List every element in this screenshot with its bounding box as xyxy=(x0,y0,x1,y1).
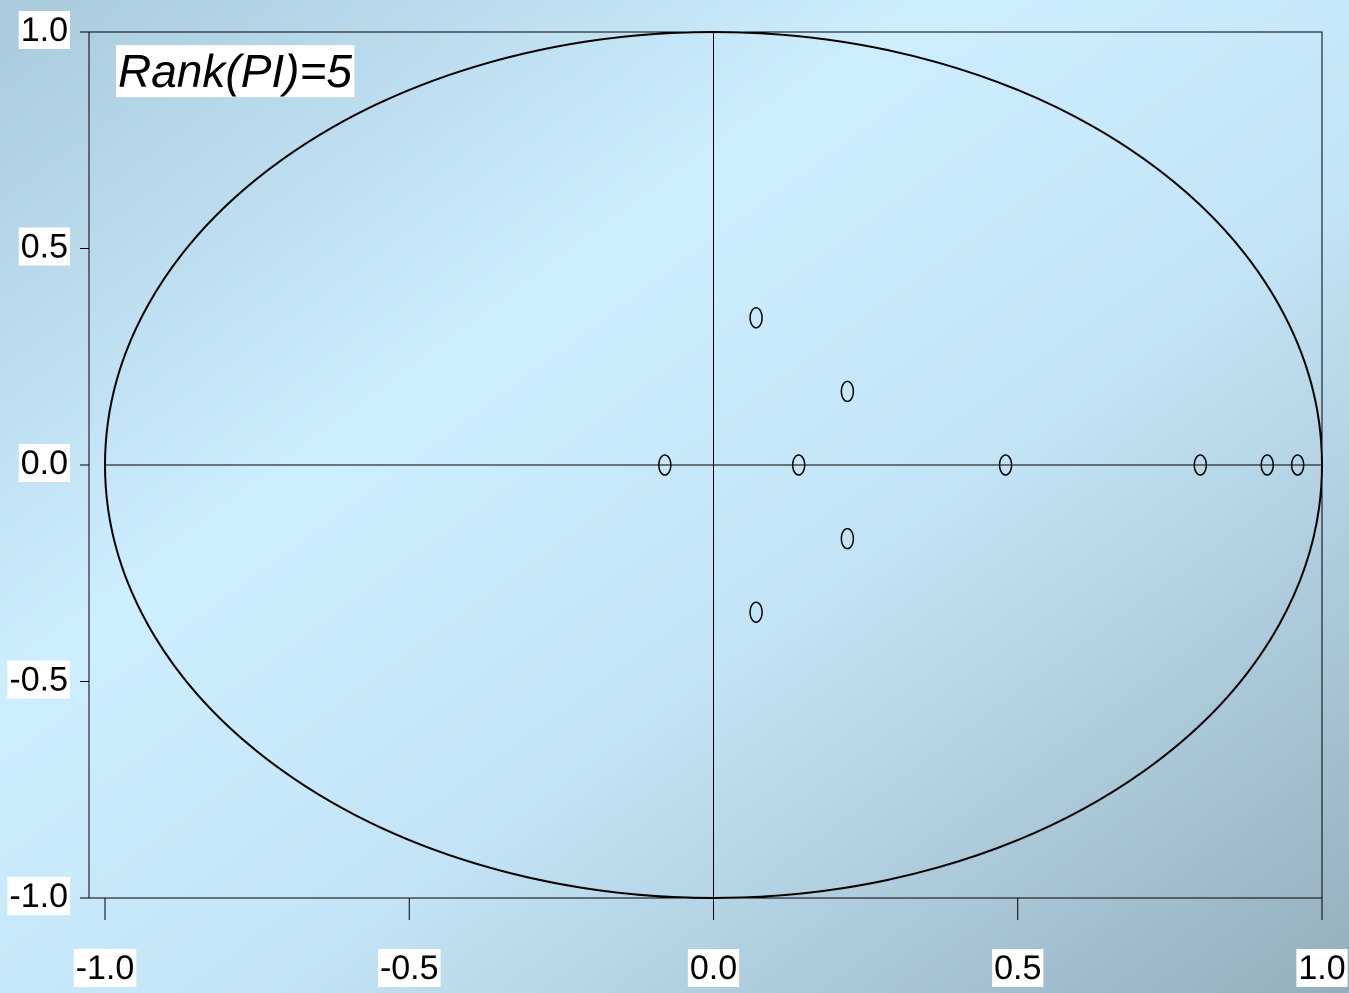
label-background xyxy=(18,443,70,482)
label-background xyxy=(377,948,441,987)
point xyxy=(1193,454,1208,476)
label-background xyxy=(7,660,70,699)
label-background xyxy=(116,45,355,98)
y-tick-label: 0.0 xyxy=(21,444,68,482)
label-background xyxy=(18,10,70,49)
label-background xyxy=(18,227,70,266)
point xyxy=(840,380,855,403)
point xyxy=(791,454,806,476)
point xyxy=(840,527,855,550)
y-tick-label: 1.0 xyxy=(21,11,68,49)
label-background xyxy=(687,948,740,987)
annotation: Rank(PI)=5 xyxy=(118,45,352,97)
x-tick-label: 0.5 xyxy=(994,949,1041,987)
y-tick-label: 0.5 xyxy=(21,227,68,265)
x-tick-label: -1.0 xyxy=(76,949,135,987)
point xyxy=(998,454,1013,476)
x-tick-label: -0.5 xyxy=(380,949,439,987)
point xyxy=(1290,454,1305,476)
label-background xyxy=(1296,948,1348,987)
point xyxy=(749,601,763,623)
x-tick-label: 0.0 xyxy=(690,949,737,987)
y-tick-label: -1.0 xyxy=(9,877,68,915)
point xyxy=(749,307,763,329)
point xyxy=(658,454,672,476)
point xyxy=(1260,454,1274,476)
y-tick-label: -0.5 xyxy=(9,660,68,698)
label-background xyxy=(73,948,137,987)
label-background xyxy=(7,876,70,915)
label-background xyxy=(992,948,1044,987)
x-tick-label: 1.0 xyxy=(1298,949,1345,987)
